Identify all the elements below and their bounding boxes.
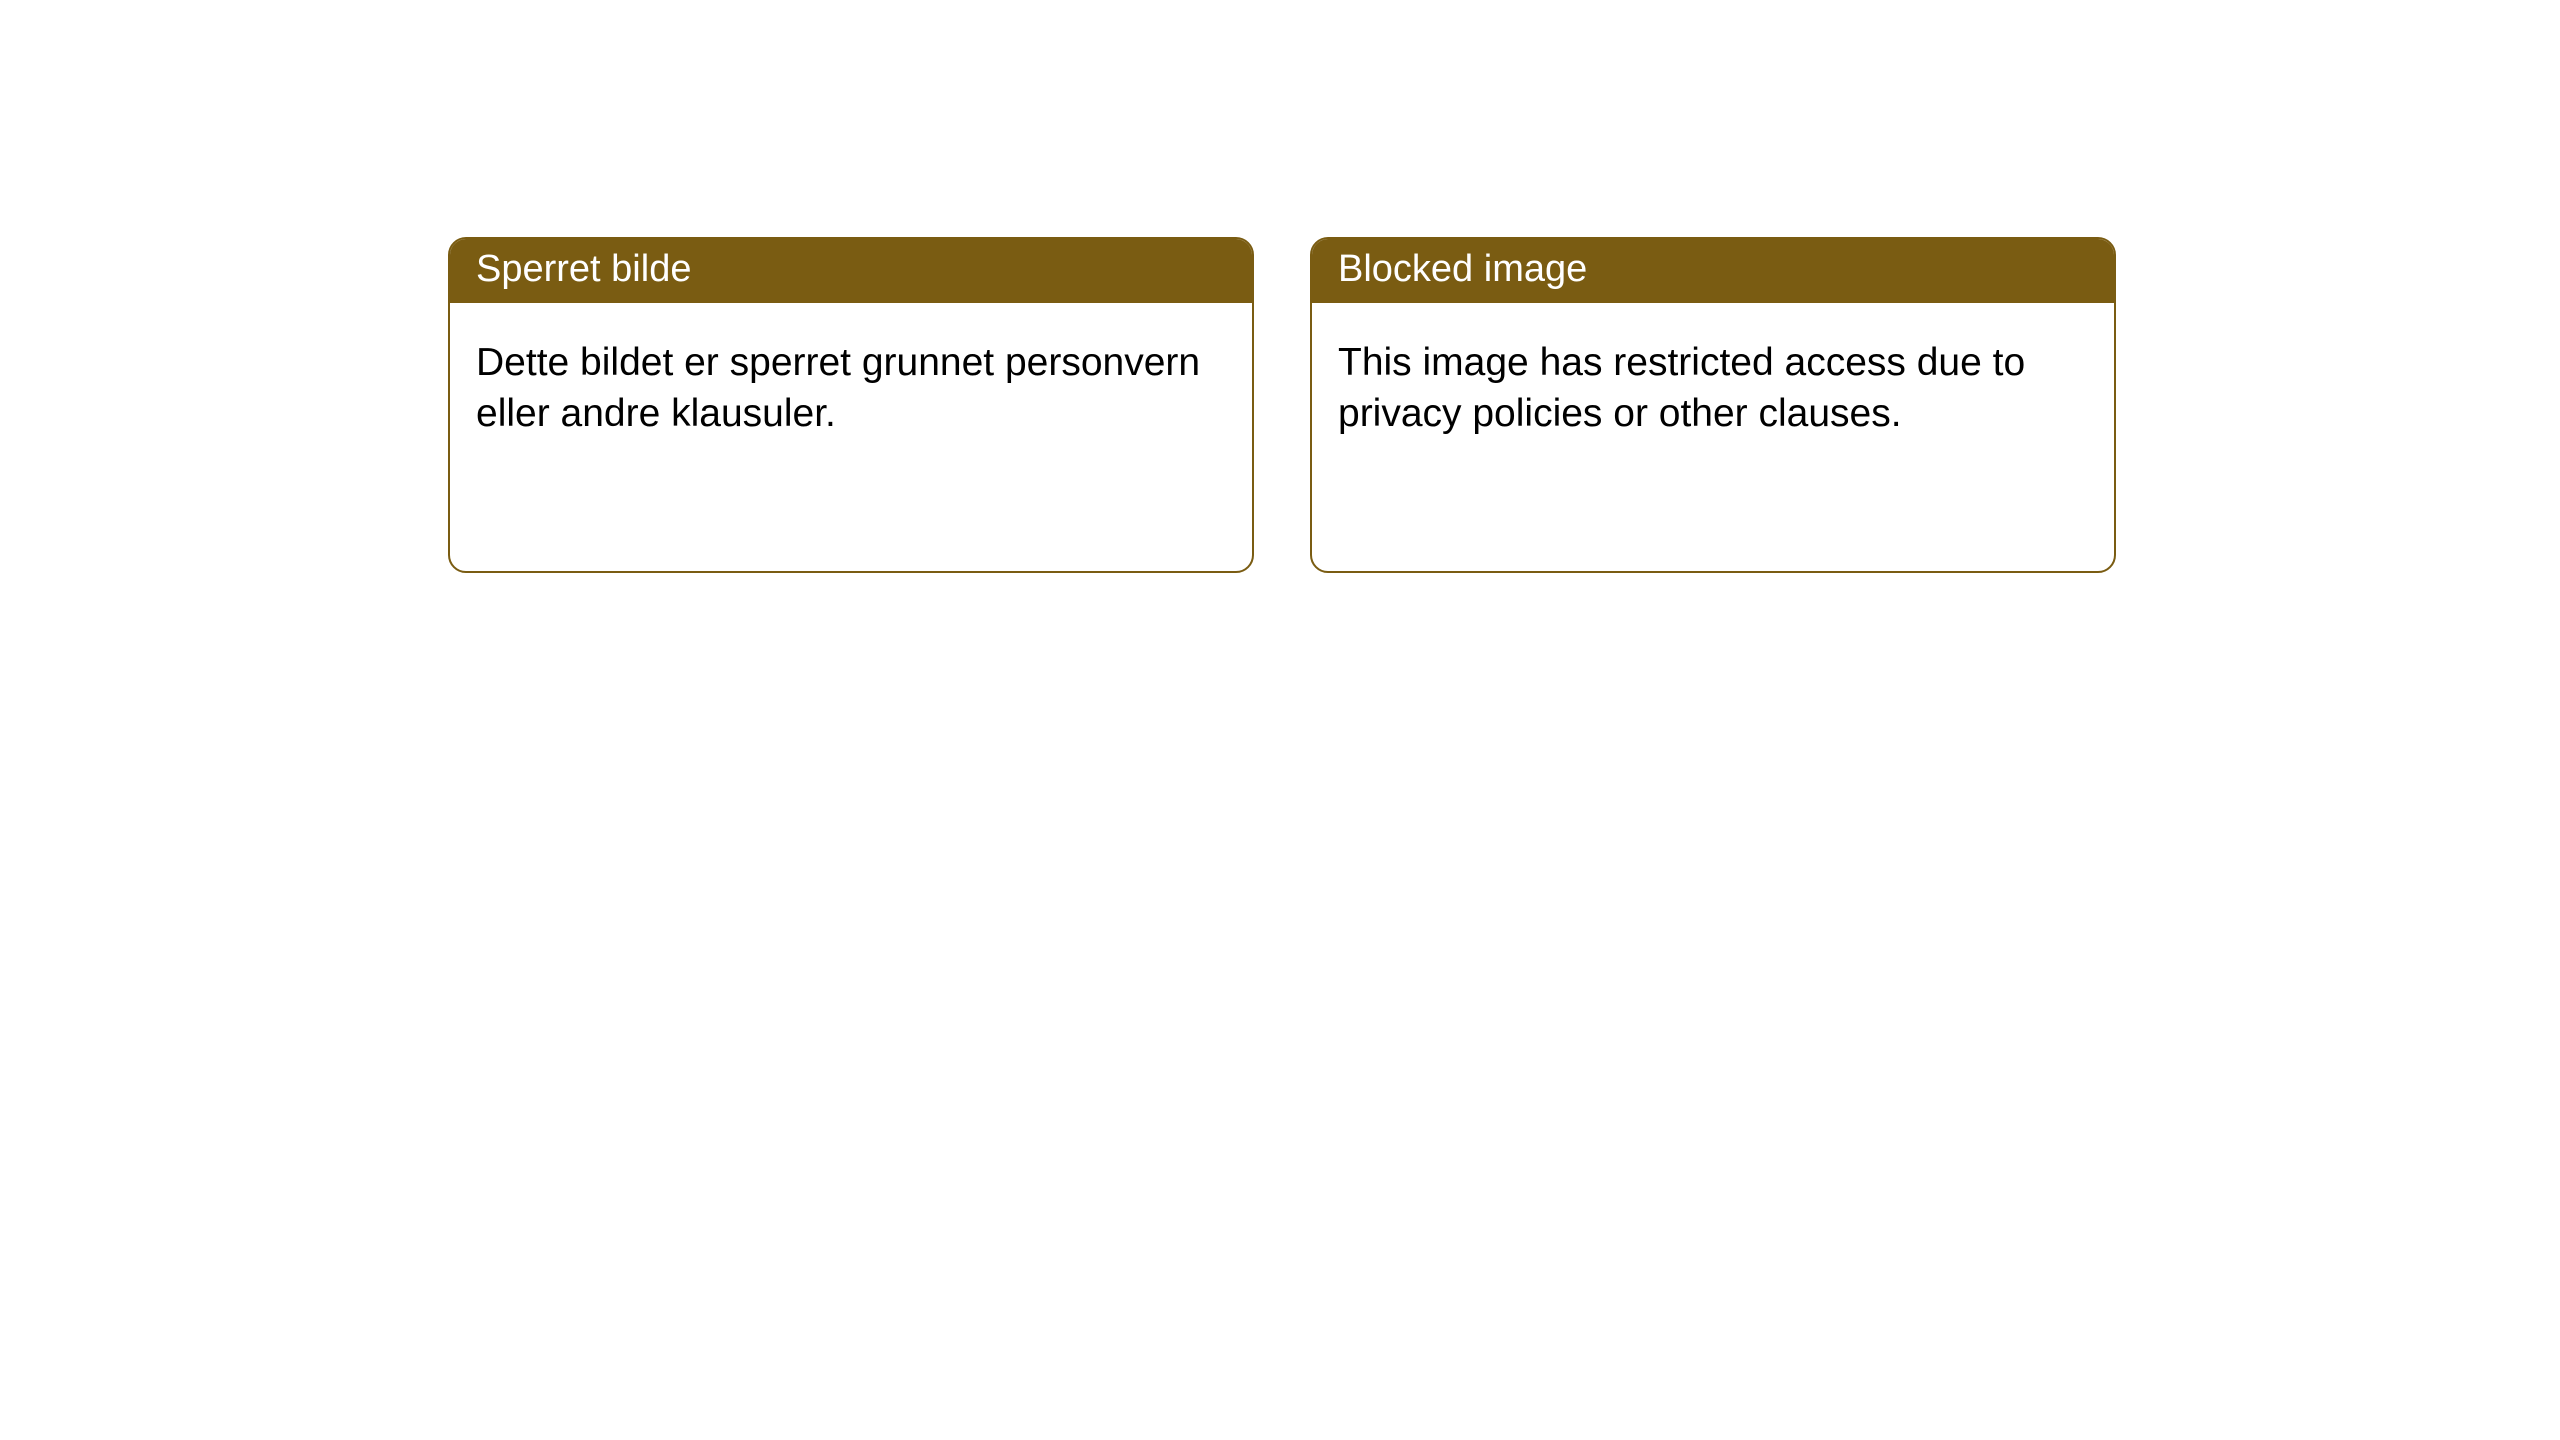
notice-container: Sperret bilde Dette bildet er sperret gr… [0, 0, 2560, 573]
notice-header-no: Sperret bilde [450, 239, 1252, 303]
notice-body-en: This image has restricted access due to … [1312, 303, 2114, 475]
notice-body-no: Dette bildet er sperret grunnet personve… [450, 303, 1252, 475]
notice-card-no: Sperret bilde Dette bildet er sperret gr… [448, 237, 1254, 573]
notice-header-en: Blocked image [1312, 239, 2114, 303]
notice-card-en: Blocked image This image has restricted … [1310, 237, 2116, 573]
